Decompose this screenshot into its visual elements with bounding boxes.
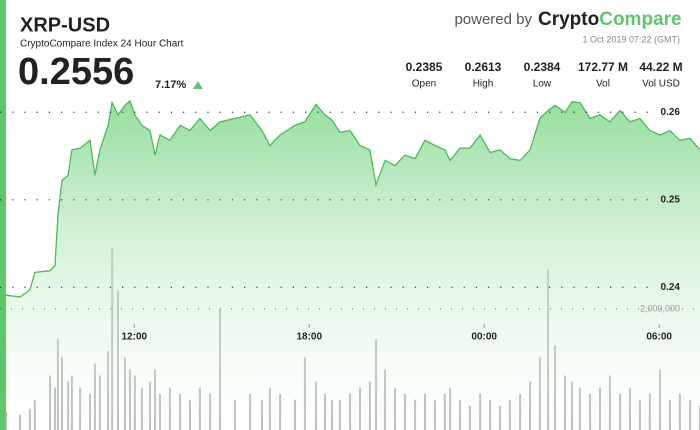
price-line [5, 99, 700, 298]
stat-label: Vol USD [642, 79, 680, 90]
powered-by: powered by [454, 11, 532, 28]
subtitle: CryptoCompare Index 24 Hour Chart [20, 39, 184, 50]
stat-value: 0.2613 [465, 60, 502, 74]
stat-label: Vol [596, 79, 610, 90]
stat-label: High [473, 79, 494, 90]
x-tick-label: 00:00 [471, 332, 497, 343]
y-tick-label: 0.24 [661, 282, 681, 293]
accent-bar [0, 0, 6, 430]
change: 7.17% [155, 79, 186, 91]
y-tick-label: 0.25 [661, 194, 681, 205]
brand-b: Compare [599, 9, 681, 30]
brand: CryptoCompare [538, 9, 682, 30]
price-area [6, 100, 700, 430]
stat-value: 0.2384 [524, 60, 561, 74]
stat-label: Low [533, 79, 552, 90]
stat-value: 44.22 M [639, 60, 682, 74]
x-tick-label: 18:00 [296, 332, 322, 343]
stat-value: 0.2385 [406, 60, 443, 74]
x-tick-label: 12:00 [122, 332, 148, 343]
up-arrow [193, 81, 203, 89]
date: 1 Oct 2019 07:22 (GMT) [582, 34, 680, 44]
y-tick-label: 0.26 [661, 107, 681, 118]
y2-tick-label: 2,000,000 [640, 303, 680, 313]
stat-label: Open [412, 79, 436, 90]
brand-a: Crypto [538, 9, 599, 30]
x-tick-label: 06:00 [646, 332, 672, 343]
stat-value: 172.77 M [578, 60, 628, 74]
chart-title: XRP-USD [20, 14, 110, 36]
price: 0.2556 [18, 51, 134, 93]
